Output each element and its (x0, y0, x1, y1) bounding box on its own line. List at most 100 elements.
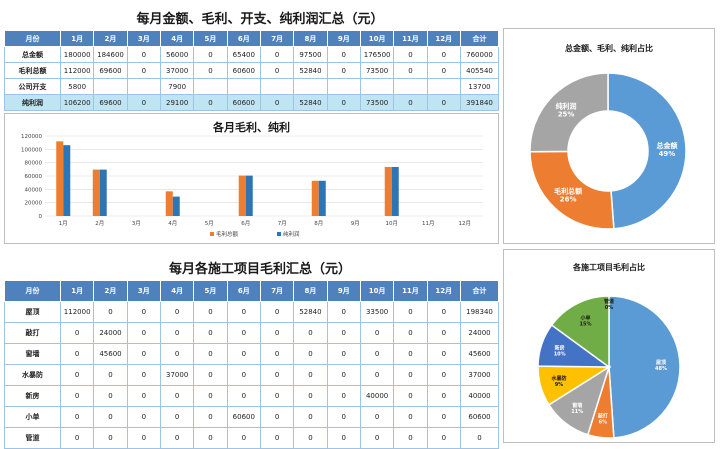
table-cell[interactable]: 0 (326, 322, 361, 344)
table-cell[interactable]: 40000 (359, 385, 395, 407)
table-cell[interactable]: 0 (326, 62, 361, 79)
table-cell[interactable]: 52840 (293, 301, 328, 323)
table-cell[interactable]: 0 (426, 94, 462, 111)
table-cell[interactable]: 198340 (460, 301, 499, 323)
table-cell[interactable]: 0 (359, 406, 395, 428)
table-cell[interactable]: 0 (59, 364, 95, 386)
table-cell[interactable] (126, 78, 161, 95)
table-cell[interactable]: 60600 (226, 406, 261, 428)
table-cell[interactable]: 0 (393, 385, 428, 407)
table-cell[interactable]: 37000 (159, 62, 195, 79)
table-cell[interactable]: 52840 (293, 94, 328, 111)
table-cell[interactable]: 0 (59, 385, 95, 407)
table-cell[interactable]: 0 (426, 406, 462, 428)
table-cell[interactable]: 0 (259, 94, 295, 111)
table-cell[interactable]: 0 (159, 427, 195, 449)
table-cell[interactable]: 106200 (59, 94, 95, 111)
table-cell[interactable]: 0 (193, 94, 228, 111)
table-cell[interactable]: 0 (326, 301, 361, 323)
table-cell[interactable]: 0 (393, 427, 428, 449)
table-cell[interactable]: 0 (393, 322, 428, 344)
table-cell[interactable]: 0 (426, 343, 462, 365)
table-cell[interactable] (359, 78, 395, 95)
table-cell[interactable]: 97500 (293, 46, 328, 63)
table-cell[interactable]: 45600 (93, 343, 128, 365)
table-cell[interactable]: 0 (126, 301, 161, 323)
table-cell[interactable]: 69600 (93, 94, 128, 111)
table-cell[interactable]: 56000 (159, 46, 195, 63)
table-cell[interactable]: 0 (93, 364, 128, 386)
table-cell[interactable]: 0 (259, 46, 295, 63)
table-cell[interactable]: 0 (259, 427, 295, 449)
table-cell[interactable]: 0 (193, 62, 228, 79)
table-cell[interactable]: 0 (226, 364, 261, 386)
table-cell[interactable]: 0 (293, 385, 328, 407)
table-cell[interactable]: 0 (460, 427, 499, 449)
table-cell[interactable]: 60600 (460, 406, 499, 428)
table-cell[interactable]: 0 (93, 406, 128, 428)
table-cell[interactable]: 760000 (460, 46, 499, 63)
table-cell[interactable]: 0 (126, 322, 161, 344)
table-cell[interactable]: 0 (193, 364, 228, 386)
table-cell[interactable]: 0 (326, 46, 361, 63)
table-cell[interactable]: 0 (193, 427, 228, 449)
table-cell[interactable]: 0 (426, 62, 462, 79)
table-cell[interactable]: 0 (426, 322, 462, 344)
table-cell[interactable]: 0 (326, 406, 361, 428)
table-cell[interactable]: 391840 (460, 94, 499, 111)
table-cell[interactable] (259, 78, 295, 95)
table-cell[interactable]: 0 (193, 343, 228, 365)
table-cell[interactable]: 0 (259, 62, 295, 79)
table-cell[interactable]: 0 (93, 385, 128, 407)
table-cell[interactable]: 0 (59, 406, 95, 428)
table-cell[interactable]: 0 (193, 406, 228, 428)
table-cell[interactable] (393, 78, 428, 95)
table-cell[interactable]: 65400 (226, 46, 261, 63)
table-cell[interactable]: 45600 (460, 343, 499, 365)
table-cell[interactable]: 0 (126, 62, 161, 79)
table-cell[interactable]: 0 (393, 94, 428, 111)
table-cell[interactable]: 0 (393, 62, 428, 79)
table-cell[interactable]: 0 (226, 427, 261, 449)
table-cell[interactable]: 112000 (59, 301, 95, 323)
table-cell[interactable]: 0 (126, 343, 161, 365)
table-cell[interactable]: 0 (326, 427, 361, 449)
table-cell[interactable]: 0 (193, 46, 228, 63)
table-cell[interactable]: 0 (159, 406, 195, 428)
table-cell[interactable]: 0 (193, 385, 228, 407)
table-cell[interactable]: 0 (126, 46, 161, 63)
table-cell[interactable]: 60600 (226, 94, 261, 111)
table-cell[interactable]: 0 (259, 322, 295, 344)
table-cell[interactable]: 0 (293, 343, 328, 365)
table-cell[interactable]: 0 (93, 427, 128, 449)
table-cell[interactable]: 0 (93, 301, 128, 323)
table-cell[interactable]: 0 (293, 322, 328, 344)
table-cell[interactable] (193, 78, 228, 95)
table-cell[interactable]: 0 (259, 301, 295, 323)
table-cell[interactable]: 0 (226, 301, 261, 323)
table-cell[interactable]: 184600 (93, 46, 128, 63)
table-cell[interactable]: 180000 (59, 46, 95, 63)
table-cell[interactable]: 0 (126, 364, 161, 386)
table-cell[interactable]: 176500 (359, 46, 395, 63)
table-cell[interactable]: 0 (359, 427, 395, 449)
table-cell[interactable] (326, 78, 361, 95)
table-cell[interactable]: 0 (159, 385, 195, 407)
table-cell[interactable]: 0 (393, 46, 428, 63)
table-cell[interactable] (293, 78, 328, 95)
table-cell[interactable]: 29100 (159, 94, 195, 111)
table-cell[interactable]: 37000 (460, 364, 499, 386)
table-cell[interactable]: 69600 (93, 62, 128, 79)
table-cell[interactable]: 0 (226, 343, 261, 365)
table-cell[interactable]: 5800 (59, 78, 95, 95)
table-cell[interactable]: 37000 (159, 364, 195, 386)
table-cell[interactable]: 0 (326, 364, 361, 386)
table-cell[interactable]: 0 (359, 364, 395, 386)
table-cell[interactable]: 0 (126, 427, 161, 449)
table-cell[interactable]: 0 (326, 343, 361, 365)
table-cell[interactable]: 0 (426, 385, 462, 407)
table-cell[interactable]: 24000 (93, 322, 128, 344)
table-cell[interactable]: 0 (126, 385, 161, 407)
table-cell[interactable]: 0 (393, 406, 428, 428)
table-cell[interactable]: 13700 (460, 78, 499, 95)
